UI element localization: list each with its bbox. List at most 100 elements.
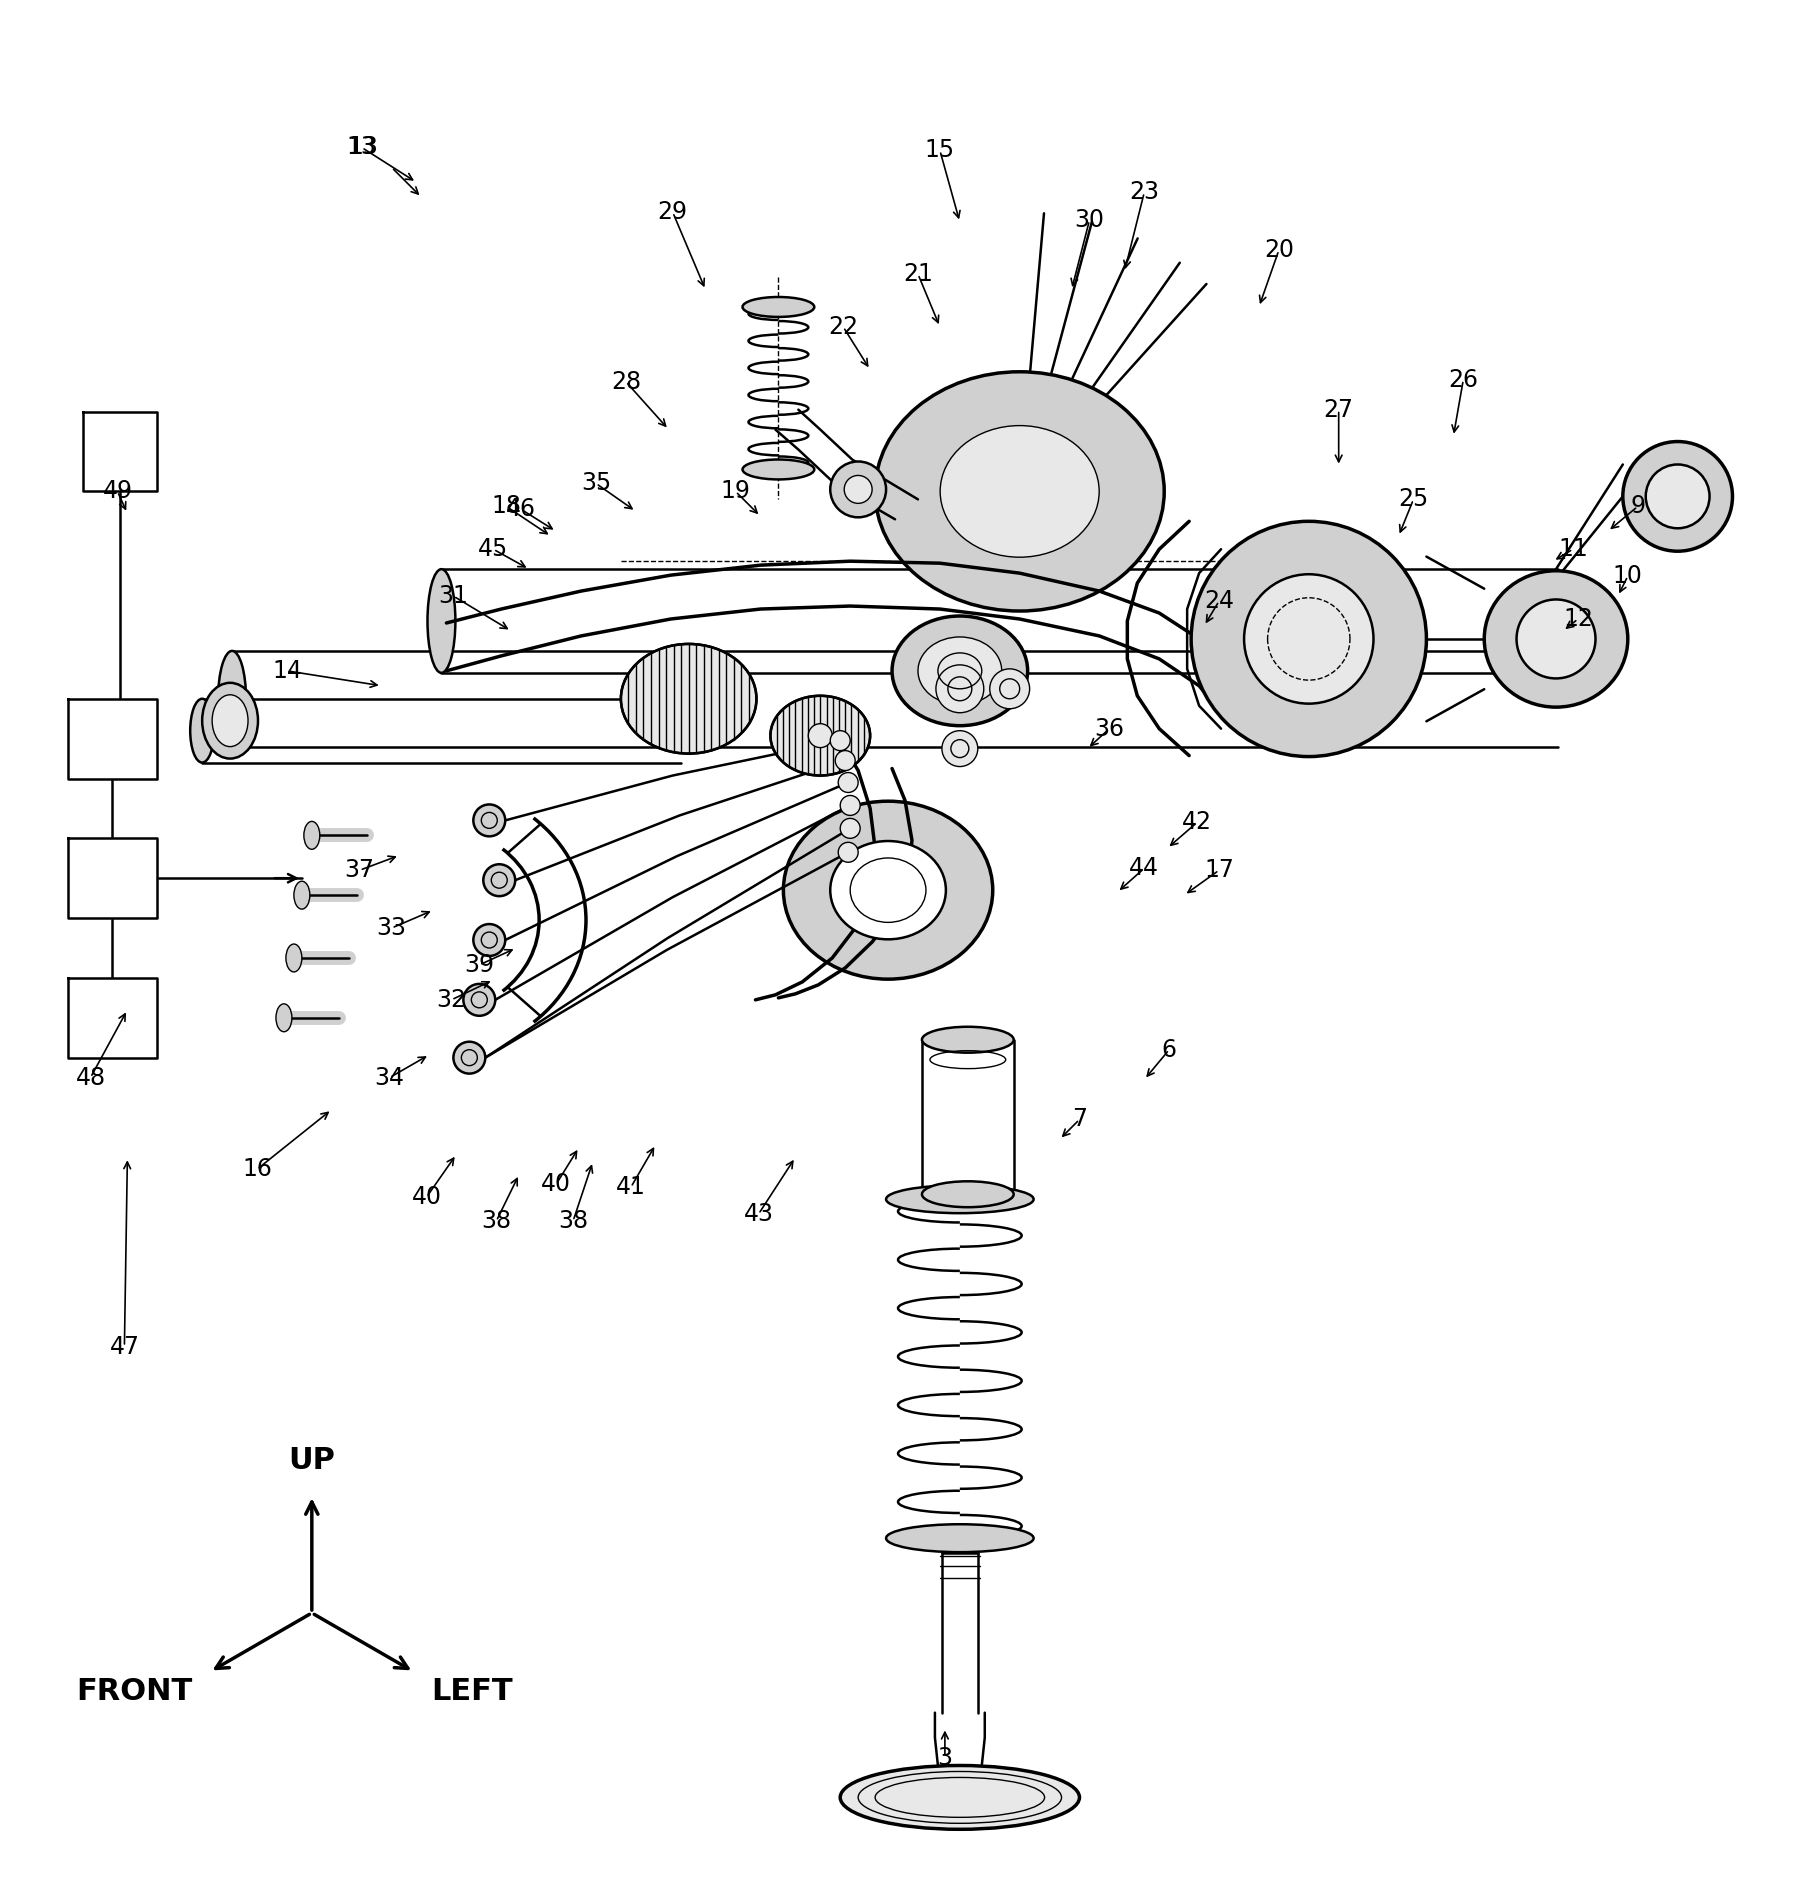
Text: 20: 20 — [1263, 239, 1294, 262]
Ellipse shape — [743, 298, 814, 316]
Text: 32: 32 — [437, 987, 466, 1012]
Text: 47: 47 — [109, 1334, 140, 1359]
Circle shape — [943, 731, 977, 767]
Text: FRONT: FRONT — [76, 1677, 191, 1706]
Ellipse shape — [875, 371, 1165, 610]
Text: 11: 11 — [1558, 536, 1587, 561]
Text: 44: 44 — [1128, 857, 1159, 881]
Text: 35: 35 — [581, 472, 612, 495]
Circle shape — [841, 819, 861, 838]
Text: 37: 37 — [344, 858, 375, 883]
Polygon shape — [67, 978, 157, 1057]
Circle shape — [839, 841, 859, 862]
Text: 36: 36 — [1094, 716, 1125, 741]
Text: 46: 46 — [506, 496, 537, 521]
Text: 45: 45 — [479, 536, 508, 561]
Circle shape — [830, 731, 850, 750]
Circle shape — [830, 462, 886, 517]
Text: 25: 25 — [1398, 487, 1429, 512]
Ellipse shape — [191, 699, 215, 762]
Text: 7: 7 — [1072, 1107, 1087, 1131]
Ellipse shape — [202, 682, 258, 758]
Ellipse shape — [743, 459, 814, 479]
Text: UP: UP — [288, 1446, 335, 1476]
Text: 9: 9 — [1631, 495, 1645, 519]
Text: 29: 29 — [657, 201, 688, 224]
Text: 30: 30 — [1074, 208, 1105, 233]
Ellipse shape — [1623, 442, 1733, 551]
Text: 41: 41 — [615, 1175, 646, 1200]
Text: 34: 34 — [375, 1065, 404, 1090]
Text: 10: 10 — [1613, 565, 1643, 587]
Circle shape — [484, 864, 515, 896]
Text: 40: 40 — [411, 1184, 442, 1209]
Text: 33: 33 — [377, 915, 406, 940]
Circle shape — [473, 925, 506, 955]
Text: 19: 19 — [721, 479, 750, 504]
Polygon shape — [82, 411, 157, 491]
Text: 49: 49 — [102, 479, 133, 504]
Text: 14: 14 — [271, 659, 302, 682]
Ellipse shape — [770, 695, 870, 775]
Text: 39: 39 — [464, 953, 495, 978]
Text: 43: 43 — [743, 1201, 774, 1226]
Text: 15: 15 — [925, 138, 956, 163]
Ellipse shape — [830, 841, 946, 940]
Ellipse shape — [1516, 599, 1596, 678]
Circle shape — [839, 773, 859, 792]
Ellipse shape — [293, 881, 309, 910]
Text: 22: 22 — [828, 315, 859, 339]
Text: 38: 38 — [559, 1209, 588, 1234]
Text: 6: 6 — [1161, 1038, 1178, 1061]
Text: 26: 26 — [1449, 368, 1478, 392]
Ellipse shape — [923, 1181, 1014, 1207]
Polygon shape — [67, 699, 157, 779]
Ellipse shape — [304, 821, 320, 849]
Ellipse shape — [886, 1184, 1034, 1213]
Circle shape — [808, 724, 832, 749]
Text: 24: 24 — [1205, 589, 1234, 614]
Ellipse shape — [1190, 521, 1427, 756]
Ellipse shape — [277, 1004, 291, 1031]
Text: 27: 27 — [1323, 398, 1354, 423]
Text: 31: 31 — [439, 584, 468, 608]
Text: 40: 40 — [541, 1173, 571, 1196]
Circle shape — [935, 665, 985, 713]
Ellipse shape — [886, 1524, 1034, 1552]
Ellipse shape — [1245, 574, 1374, 703]
Circle shape — [844, 476, 872, 504]
Circle shape — [473, 805, 506, 836]
Text: 13: 13 — [348, 135, 377, 159]
Polygon shape — [67, 838, 157, 917]
Text: 42: 42 — [1183, 811, 1212, 834]
Ellipse shape — [923, 1027, 1014, 1054]
Text: 28: 28 — [612, 370, 641, 394]
Circle shape — [453, 1042, 486, 1074]
Ellipse shape — [941, 426, 1099, 557]
Ellipse shape — [1485, 570, 1627, 707]
Ellipse shape — [621, 644, 757, 754]
Text: LEFT: LEFT — [431, 1677, 513, 1706]
Circle shape — [841, 796, 861, 815]
Text: 23: 23 — [1128, 180, 1159, 205]
Circle shape — [835, 750, 855, 771]
Ellipse shape — [218, 650, 246, 747]
Ellipse shape — [213, 695, 248, 747]
Circle shape — [990, 669, 1030, 709]
Text: 21: 21 — [903, 262, 934, 286]
Text: 17: 17 — [1205, 858, 1234, 883]
Ellipse shape — [1645, 464, 1709, 529]
Ellipse shape — [841, 1766, 1079, 1829]
Text: 3: 3 — [937, 1745, 952, 1770]
Ellipse shape — [917, 637, 1001, 705]
Circle shape — [464, 984, 495, 1016]
Ellipse shape — [892, 616, 1028, 726]
Text: 18: 18 — [491, 495, 521, 519]
Text: 13: 13 — [349, 135, 379, 159]
Text: 48: 48 — [75, 1065, 106, 1090]
Text: 12: 12 — [1563, 606, 1592, 631]
Ellipse shape — [286, 944, 302, 972]
Text: 16: 16 — [242, 1158, 271, 1181]
Ellipse shape — [428, 568, 455, 673]
Text: 38: 38 — [480, 1209, 511, 1234]
